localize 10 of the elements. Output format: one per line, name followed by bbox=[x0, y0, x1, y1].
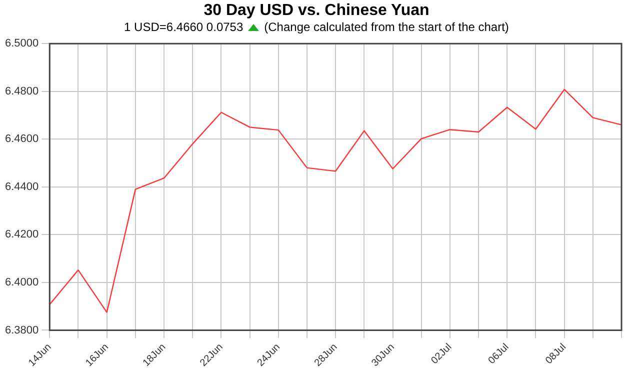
y-tick-label: 6.4000 bbox=[4, 276, 39, 289]
y-tick-label: 6.4800 bbox=[4, 85, 39, 98]
y-tick-label: 6.4400 bbox=[4, 180, 39, 193]
chart-title: 30 Day USD vs. Chinese Yuan bbox=[202, 2, 430, 20]
y-tick-label: 6.4600 bbox=[4, 133, 39, 146]
y-tick-label: 6.3800 bbox=[4, 324, 39, 336]
y-tick-label: 6.4200 bbox=[4, 228, 39, 241]
y-tick-label: 6.5000 bbox=[4, 38, 39, 50]
text: (Change calculated from the start of the chart) bbox=[264, 20, 509, 34]
chart-subtitle: 1 USD=6.4660 0.0753 bbox=[124, 20, 244, 34]
